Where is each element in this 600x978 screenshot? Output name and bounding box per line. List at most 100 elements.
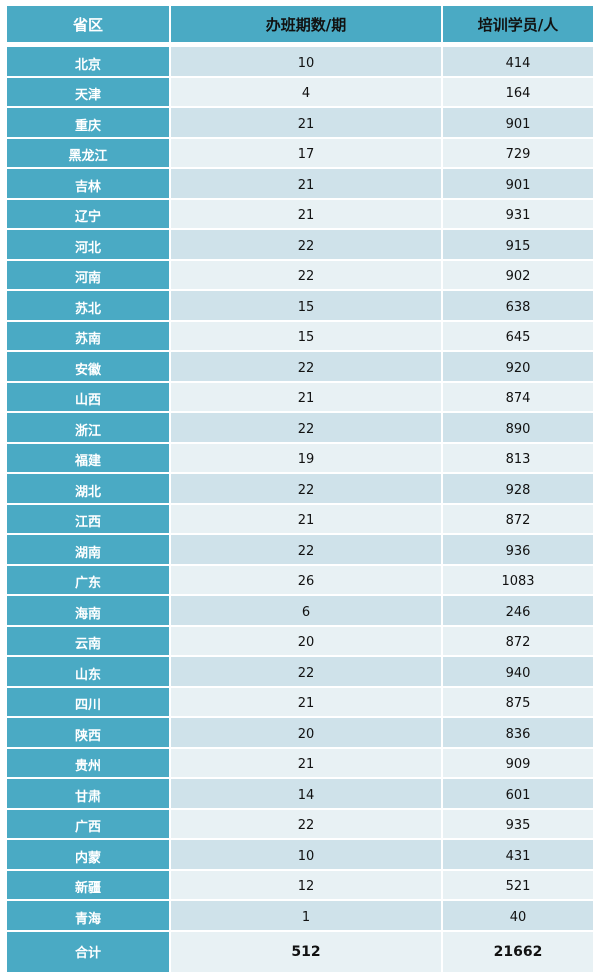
cell-trainees: 1083 — [443, 565, 593, 594]
cell-province: 浙江 — [7, 413, 169, 442]
table-body: 北京 10 414 天津 4 164 重庆 21 901 黑龙江 17 729 吉林 21 901 辽宁 21 9… — [7, 47, 593, 930]
cell-trainees: 872 — [443, 504, 593, 533]
cell-trainees: 431 — [443, 840, 593, 869]
cell-sessions: 4 — [171, 77, 441, 106]
cell-province: 苏北 — [7, 291, 169, 320]
cell-sessions: 21 — [171, 169, 441, 198]
cell-trainees: 836 — [443, 718, 593, 747]
cell-sessions: 21 — [171, 199, 441, 228]
table-row: 吉林 21 901 — [7, 169, 593, 198]
cell-trainees: 601 — [443, 779, 593, 808]
cell-province: 广东 — [7, 565, 169, 594]
cell-sessions: 22 — [171, 230, 441, 259]
cell-sessions: 22 — [171, 535, 441, 564]
cell-sessions: 12 — [171, 870, 441, 899]
cell-trainees: 915 — [443, 230, 593, 259]
table-row: 浙江 22 890 — [7, 413, 593, 442]
total-label: 合计 — [7, 931, 169, 972]
table-row: 天津 4 164 — [7, 77, 593, 106]
cell-sessions: 6 — [171, 596, 441, 625]
cell-sessions: 22 — [171, 809, 441, 838]
cell-trainees: 920 — [443, 352, 593, 381]
cell-province: 吉林 — [7, 169, 169, 198]
cell-sessions: 21 — [171, 687, 441, 716]
cell-province: 江西 — [7, 504, 169, 533]
header-province: 省区 — [7, 6, 169, 42]
cell-province: 天津 — [7, 77, 169, 106]
table-row: 山东 22 940 — [7, 657, 593, 686]
table-row: 苏南 15 645 — [7, 321, 593, 350]
cell-trainees: 940 — [443, 657, 593, 686]
cell-province: 苏南 — [7, 321, 169, 350]
table-row: 湖北 22 928 — [7, 474, 593, 503]
cell-trainees: 928 — [443, 474, 593, 503]
cell-sessions: 22 — [171, 657, 441, 686]
cell-sessions: 17 — [171, 138, 441, 167]
cell-sessions: 10 — [171, 840, 441, 869]
cell-sessions: 21 — [171, 748, 441, 777]
cell-sessions: 22 — [171, 260, 441, 289]
header-trainees: 培训学员/人 — [443, 6, 593, 42]
cell-sessions: 22 — [171, 352, 441, 381]
cell-trainees: 638 — [443, 291, 593, 320]
cell-province: 湖北 — [7, 474, 169, 503]
cell-trainees: 729 — [443, 138, 593, 167]
cell-sessions: 22 — [171, 413, 441, 442]
cell-sessions: 21 — [171, 108, 441, 137]
cell-province: 海南 — [7, 596, 169, 625]
table-row: 青海 1 40 — [7, 901, 593, 930]
cell-trainees: 931 — [443, 199, 593, 228]
table-row: 新疆 12 521 — [7, 870, 593, 899]
cell-province: 山西 — [7, 382, 169, 411]
cell-sessions: 21 — [171, 382, 441, 411]
header-sessions: 办班期数/期 — [171, 6, 441, 42]
table-row: 湖南 22 936 — [7, 535, 593, 564]
cell-trainees: 645 — [443, 321, 593, 350]
cell-province: 甘肃 — [7, 779, 169, 808]
cell-sessions: 14 — [171, 779, 441, 808]
training-table: 省区 办班期数/期 培训学员/人 北京 10 414 天津 4 164 重庆 21 901 黑龙江… — [7, 6, 593, 974]
table-row: 山西 21 874 — [7, 382, 593, 411]
cell-trainees: 246 — [443, 596, 593, 625]
table-row: 四川 21 875 — [7, 687, 593, 716]
cell-province: 福建 — [7, 443, 169, 472]
table-row: 河北 22 915 — [7, 230, 593, 259]
cell-province: 湖南 — [7, 535, 169, 564]
cell-trainees: 935 — [443, 809, 593, 838]
table-row: 辽宁 21 931 — [7, 199, 593, 228]
cell-province: 青海 — [7, 901, 169, 930]
table-row: 贵州 21 909 — [7, 748, 593, 777]
table-header: 省区 办班期数/期 培训学员/人 — [7, 6, 593, 42]
table-row: 甘肃 14 601 — [7, 779, 593, 808]
cell-trainees: 902 — [443, 260, 593, 289]
cell-province: 贵州 — [7, 748, 169, 777]
cell-sessions: 26 — [171, 565, 441, 594]
table-row: 河南 22 902 — [7, 260, 593, 289]
table-row: 云南 20 872 — [7, 626, 593, 655]
cell-trainees: 40 — [443, 901, 593, 930]
table-row: 广西 22 935 — [7, 809, 593, 838]
cell-trainees: 909 — [443, 748, 593, 777]
cell-province: 新疆 — [7, 870, 169, 899]
cell-trainees: 414 — [443, 47, 593, 76]
table-row: 内蒙 10 431 — [7, 840, 593, 869]
cell-trainees: 901 — [443, 169, 593, 198]
cell-trainees: 890 — [443, 413, 593, 442]
cell-sessions: 15 — [171, 321, 441, 350]
total-trainees: 21662 — [443, 931, 593, 972]
table-row: 安徽 22 920 — [7, 352, 593, 381]
table-row: 广东 26 1083 — [7, 565, 593, 594]
cell-trainees: 813 — [443, 443, 593, 472]
cell-province: 黑龙江 — [7, 138, 169, 167]
cell-sessions: 21 — [171, 504, 441, 533]
cell-sessions: 20 — [171, 718, 441, 747]
cell-province: 广西 — [7, 809, 169, 838]
table-row: 海南 6 246 — [7, 596, 593, 625]
table-row: 北京 10 414 — [7, 47, 593, 76]
cell-trainees: 875 — [443, 687, 593, 716]
cell-sessions: 1 — [171, 901, 441, 930]
table-row: 江西 21 872 — [7, 504, 593, 533]
cell-sessions: 19 — [171, 443, 441, 472]
cell-province: 山东 — [7, 657, 169, 686]
cell-sessions: 22 — [171, 474, 441, 503]
